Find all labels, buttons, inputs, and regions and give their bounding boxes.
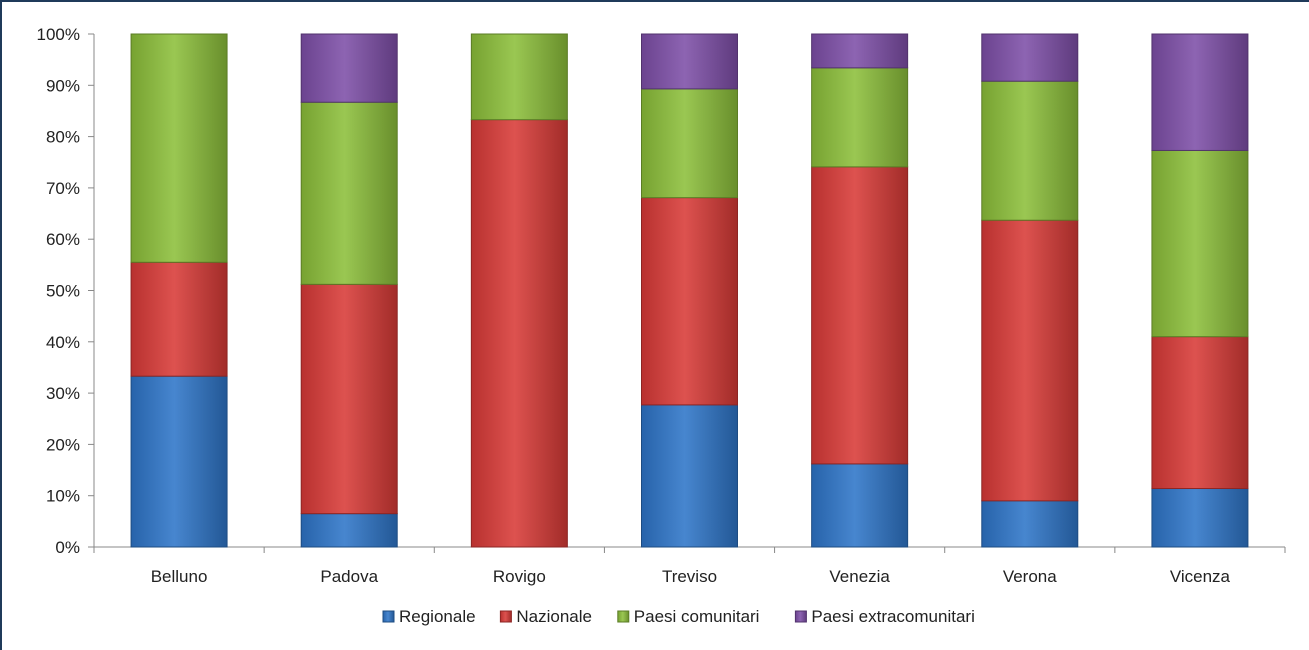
legend-label: Paesi extracomunitari [811,607,974,626]
legend-swatch [382,610,395,623]
bar-venezia-paesi-extracomunitari [811,33,909,69]
x-tick-label: Treviso [662,567,717,586]
legend-label: Paesi comunitari [634,607,760,626]
bar-treviso-nazionale [641,197,738,406]
x-tick-label: Verona [1003,567,1057,586]
y-tick-label: 50% [46,282,80,301]
bar-belluno-paesi-comunitari [130,33,228,263]
bar-vicenza-paesi-comunitari [1151,149,1249,338]
bar-venezia-nazionale [811,166,909,465]
bar-venezia-paesi-comunitari [811,67,909,168]
x-tick-labels: Belluno Padova Rovigo Treviso Venezia Verona V… [151,567,1231,586]
bar-verona-paesi-comunitari [981,80,1079,221]
y-tick-label: 60% [46,230,80,249]
legend-label: Regionale [399,607,476,626]
legend-swatch [617,610,630,623]
bar-venezia-regionale [811,463,909,548]
bar-rovigo-nazionale [470,119,568,548]
y-tick-label: 100% [37,25,80,44]
bar-padova-paesi-comunitari [300,101,398,285]
bar-vicenza-regionale [1151,488,1249,548]
bar-treviso-regionale [641,404,738,548]
legend-swatch [499,610,512,623]
legend-swatch [794,610,807,623]
y-tick-label: 90% [46,76,80,95]
y-tick-label: 30% [46,384,80,403]
legend: Regionale Nazionale Paesi comunitari Paesi … [382,607,975,626]
x-tick-label: Vicenza [1170,567,1231,586]
y-tick-labels: 0% 10% 20% 30% 40% 50% 60% 70% 80% 90% 100% [37,25,80,557]
x-tick-label: Padova [320,567,378,586]
y-tick-label: 40% [46,333,80,352]
bar-verona-regionale [981,500,1079,548]
y-tick-label: 70% [46,179,80,198]
y-tick-label: 20% [46,435,80,454]
bar-treviso-paesi-extracomunitari [641,33,738,90]
y-tick-label: 0% [55,538,80,557]
bars [130,33,1249,548]
bar-treviso-paesi-comunitari [641,88,738,199]
bar-verona-paesi-extracomunitari [981,33,1079,82]
bar-padova-nazionale [300,283,398,515]
x-tick-label: Rovigo [493,567,546,586]
bar-belluno-nazionale [130,261,228,377]
y-tick-label: 80% [46,128,80,147]
bar-padova-paesi-extracomunitari [300,33,398,103]
x-tick-label: Belluno [151,567,208,586]
y-tick-label: 10% [46,487,80,506]
x-tick-label: Venezia [829,567,890,586]
bar-belluno-regionale [130,375,228,548]
legend-label: Nazionale [516,607,592,626]
bar-vicenza-paesi-extracomunitari [1151,33,1249,151]
bar-vicenza-nazionale [1151,336,1249,490]
bar-rovigo-paesi-comunitari [470,33,568,121]
bar-padova-regionale [300,513,398,548]
bar-verona-nazionale [981,219,1079,502]
